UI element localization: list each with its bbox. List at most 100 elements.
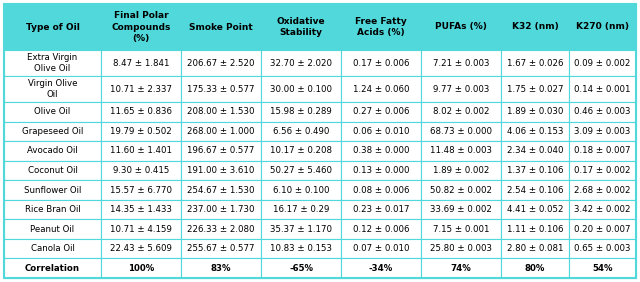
Bar <box>568 4 636 50</box>
Bar <box>341 76 421 102</box>
Text: Correlation: Correlation <box>25 264 80 273</box>
Text: 50.82 ± 0.002: 50.82 ± 0.002 <box>430 186 492 195</box>
Text: 14.35 ± 1.433: 14.35 ± 1.433 <box>110 205 172 214</box>
Bar <box>568 76 636 102</box>
Text: Grapeseed Oil: Grapeseed Oil <box>22 127 83 136</box>
Text: 0.06 ± 0.010: 0.06 ± 0.010 <box>353 127 410 136</box>
Bar <box>101 76 181 102</box>
Text: 0.14 ± 0.001: 0.14 ± 0.001 <box>574 85 630 94</box>
Bar <box>181 76 261 102</box>
Bar <box>501 219 568 239</box>
Bar <box>421 259 501 278</box>
Bar <box>181 200 261 219</box>
Bar <box>568 141 636 161</box>
Bar <box>421 239 501 259</box>
Bar <box>4 219 101 239</box>
Bar <box>261 102 341 122</box>
Text: 0.18 ± 0.007: 0.18 ± 0.007 <box>574 146 630 155</box>
Bar <box>501 122 568 141</box>
Bar <box>421 219 501 239</box>
Bar <box>261 76 341 102</box>
Text: 1.89 ± 0.002: 1.89 ± 0.002 <box>433 166 490 175</box>
Bar <box>4 141 101 161</box>
Text: 0.08 ± 0.006: 0.08 ± 0.006 <box>353 186 410 195</box>
Text: 25.80 ± 0.003: 25.80 ± 0.003 <box>430 244 492 253</box>
Bar <box>341 4 421 50</box>
Text: 3.42 ± 0.002: 3.42 ± 0.002 <box>574 205 630 214</box>
Text: 0.65 ± 0.003: 0.65 ± 0.003 <box>574 244 630 253</box>
Text: 10.83 ± 0.153: 10.83 ± 0.153 <box>270 244 332 253</box>
Bar <box>101 50 181 76</box>
Bar <box>341 259 421 278</box>
Bar <box>181 141 261 161</box>
Text: Rice Bran Oil: Rice Bran Oil <box>24 205 81 214</box>
Bar <box>501 76 568 102</box>
Text: 1.37 ± 0.106: 1.37 ± 0.106 <box>507 166 563 175</box>
Text: 8.47 ± 1.841: 8.47 ± 1.841 <box>113 59 169 67</box>
Bar <box>568 161 636 180</box>
Bar <box>341 50 421 76</box>
Text: 0.17 ± 0.002: 0.17 ± 0.002 <box>574 166 630 175</box>
Text: 2.80 ± 0.081: 2.80 ± 0.081 <box>507 244 563 253</box>
Bar <box>341 102 421 122</box>
Bar <box>501 102 568 122</box>
Text: 0.07 ± 0.010: 0.07 ± 0.010 <box>353 244 410 253</box>
Text: -34%: -34% <box>369 264 393 273</box>
Text: 10.71 ± 2.337: 10.71 ± 2.337 <box>110 85 172 94</box>
Text: 33.69 ± 0.002: 33.69 ± 0.002 <box>430 205 492 214</box>
Text: 268.00 ± 1.000: 268.00 ± 1.000 <box>188 127 255 136</box>
Bar <box>568 259 636 278</box>
Text: 7.15 ± 0.001: 7.15 ± 0.001 <box>433 225 490 234</box>
Text: 2.68 ± 0.002: 2.68 ± 0.002 <box>574 186 630 195</box>
Text: 175.33 ± 0.577: 175.33 ± 0.577 <box>188 85 255 94</box>
Text: 191.00 ± 3.610: 191.00 ± 3.610 <box>188 166 255 175</box>
Bar <box>181 161 261 180</box>
Text: 6.56 ± 0.490: 6.56 ± 0.490 <box>273 127 329 136</box>
Bar <box>421 122 501 141</box>
Bar <box>4 200 101 219</box>
Bar <box>341 200 421 219</box>
Bar <box>261 259 341 278</box>
Bar <box>4 180 101 200</box>
Bar <box>568 219 636 239</box>
Bar <box>501 141 568 161</box>
Bar <box>101 122 181 141</box>
Text: K32 (nm): K32 (nm) <box>511 23 558 32</box>
Bar <box>4 161 101 180</box>
Bar <box>4 76 101 102</box>
Bar <box>421 141 501 161</box>
Text: -65%: -65% <box>289 264 313 273</box>
Bar <box>101 239 181 259</box>
Text: Avocado Oil: Avocado Oil <box>27 146 78 155</box>
Bar <box>181 219 261 239</box>
Text: 6.10 ± 0.100: 6.10 ± 0.100 <box>273 186 330 195</box>
Text: 1.67 ± 0.026: 1.67 ± 0.026 <box>507 59 563 67</box>
Text: Oxidative
Stability: Oxidative Stability <box>276 17 325 37</box>
Text: 7.21 ± 0.003: 7.21 ± 0.003 <box>433 59 490 67</box>
Text: 237.00 ± 1.730: 237.00 ± 1.730 <box>188 205 255 214</box>
Text: 74%: 74% <box>451 264 472 273</box>
Bar <box>568 50 636 76</box>
Bar <box>261 50 341 76</box>
Bar <box>101 200 181 219</box>
Bar <box>341 180 421 200</box>
Bar <box>501 4 568 50</box>
Text: 0.46 ± 0.003: 0.46 ± 0.003 <box>574 107 630 116</box>
Text: 0.17 ± 0.006: 0.17 ± 0.006 <box>353 59 410 67</box>
Text: 80%: 80% <box>525 264 545 273</box>
Bar <box>181 4 261 50</box>
Text: Extra Virgin
Olive Oil: Extra Virgin Olive Oil <box>28 53 77 73</box>
Bar <box>101 161 181 180</box>
Bar <box>101 259 181 278</box>
Text: 100%: 100% <box>128 264 154 273</box>
Text: 15.98 ± 0.289: 15.98 ± 0.289 <box>270 107 332 116</box>
Bar <box>181 122 261 141</box>
Text: 4.06 ± 0.153: 4.06 ± 0.153 <box>507 127 563 136</box>
Bar <box>501 239 568 259</box>
Bar <box>341 122 421 141</box>
Text: 0.20 ± 0.007: 0.20 ± 0.007 <box>574 225 630 234</box>
Text: 16.17 ± 0.29: 16.17 ± 0.29 <box>273 205 329 214</box>
Text: 1.24 ± 0.060: 1.24 ± 0.060 <box>353 85 410 94</box>
Text: 9.77 ± 0.003: 9.77 ± 0.003 <box>433 85 490 94</box>
Bar <box>181 50 261 76</box>
